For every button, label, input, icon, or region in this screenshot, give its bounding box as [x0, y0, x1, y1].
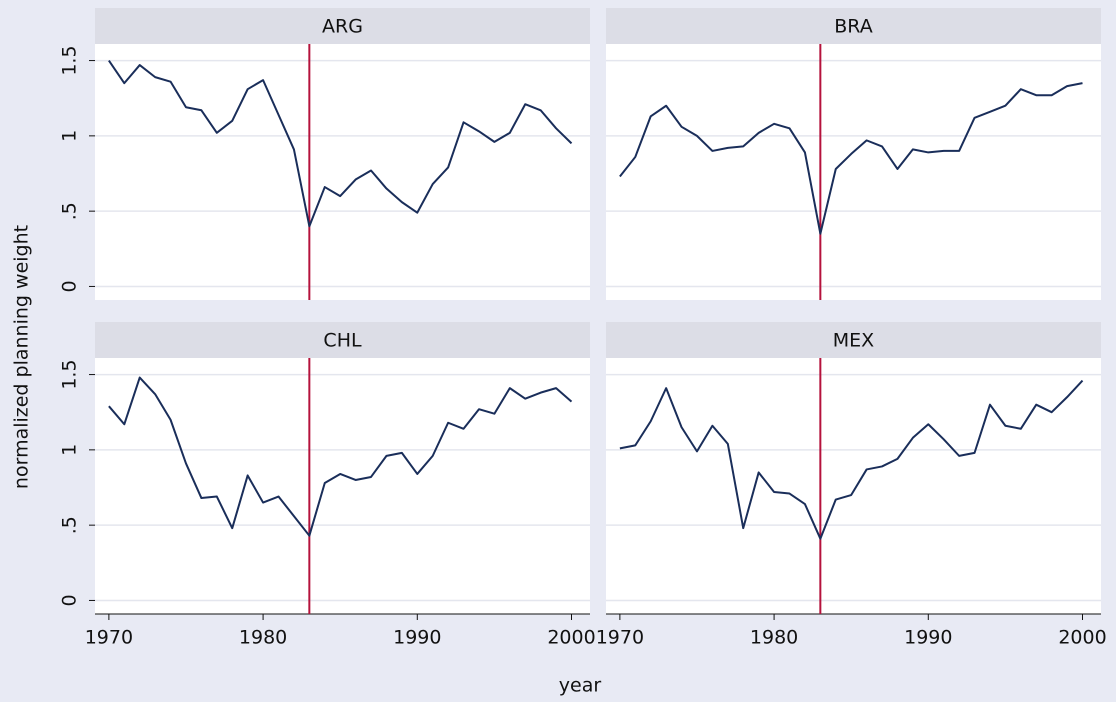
x-tick-label: 2000 — [1058, 627, 1106, 649]
plot-area — [95, 44, 590, 300]
data-line — [108, 59, 573, 228]
x-tick-label: 1970 — [85, 627, 133, 649]
panel-header — [95, 322, 590, 358]
y-tick-label: 1.5 — [59, 45, 81, 75]
data-line — [619, 82, 1083, 235]
y-tick-label: .5 — [59, 202, 81, 220]
panel-title: CHL — [323, 330, 362, 352]
plot-area — [606, 44, 1101, 300]
y-axis-title: normalized planning weight — [11, 225, 33, 489]
panel-title: MEX — [833, 330, 874, 352]
data-line — [108, 376, 573, 537]
x-tick-label: 1980 — [750, 627, 798, 649]
y-tick-label: .5 — [59, 516, 81, 534]
y-tick-label: 1 — [59, 130, 81, 142]
x-tick-label: 1990 — [904, 627, 952, 649]
data-line — [619, 379, 1084, 540]
x-axis-title: year — [559, 675, 602, 697]
panel-title: BRA — [834, 16, 872, 38]
plot-area — [606, 358, 1101, 614]
y-tick-label: 1 — [59, 444, 81, 456]
plot-area — [95, 358, 590, 614]
panel-header — [606, 322, 1101, 358]
x-tick-label: 2000 — [547, 627, 595, 649]
y-tick-label: 0 — [59, 280, 81, 292]
y-tick-label: 0 — [59, 594, 81, 606]
x-tick-label: 1970 — [596, 627, 644, 649]
panel-header — [606, 8, 1101, 44]
x-tick-label: 1980 — [239, 627, 287, 649]
y-tick-label: 1.5 — [59, 359, 81, 389]
x-tick-label: 1990 — [393, 627, 441, 649]
panel-header — [95, 8, 590, 44]
panel-title: ARG — [322, 16, 363, 38]
